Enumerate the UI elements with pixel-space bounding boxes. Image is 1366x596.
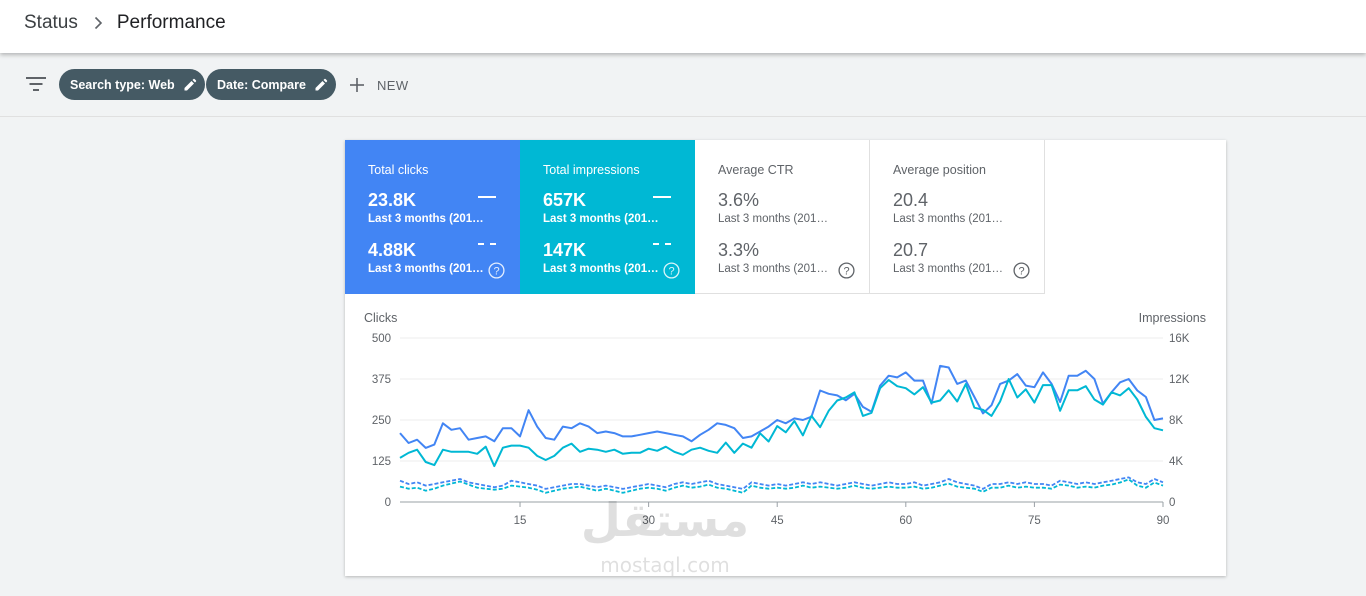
metric-tile-total-impressions[interactable]: Total impressions 657K Last 3 months (20… [520,140,695,294]
x-tick-label: 75 [1028,515,1041,527]
pencil-icon [315,78,328,90]
x-tick-label: 45 [771,515,784,527]
solid-line-legend-icon [653,196,671,198]
watermark-arabic: مستقل [581,493,749,547]
performance-chart[interactable]: 500 16K 375 12K 250 8K 125 4K 0 0 15 30 45 60 75 90 Cli… [345,294,1226,576]
y-left-tick-label: 375 [372,374,391,386]
metric-label: Average CTR [718,163,794,177]
date-chip-label: Date: Compare [217,77,306,92]
filter-list-icon[interactable] [26,75,46,93]
right-axis-title: Impressions [1139,311,1206,325]
search-type-chip-label: Search type: Web [70,77,175,92]
left-axis-title: Clicks [364,311,397,325]
metric-value-previous: 147K [543,240,587,260]
metric-period-previous: Last 3 months (201… [718,263,828,275]
metric-tile-average-ctr[interactable]: Average CTR 3.6% Last 3 months (201… 3.3… [695,140,870,294]
filter-bar: Search type: Web Date: Compare NEW [0,53,1366,117]
metric-period-current: Last 3 months (201… [893,213,1003,225]
metric-label: Average position [893,163,986,177]
chevron-right-icon [94,16,103,30]
breadcrumb: Status Performance [24,11,226,35]
chart-ticks: 500 16K 375 12K 250 8K 125 4K 0 0 15 30 45 60 75 90 [372,333,1190,527]
metric-period-previous: Last 3 months (201… [368,263,484,275]
metric-period-current: Last 3 months (201… [368,213,484,225]
chart-series [399,364,1164,494]
performance-card: Total clicks 23.8K Last 3 months (201… 4… [345,140,1226,576]
svg-text:?: ? [843,265,849,277]
y-left-tick-label: 500 [372,333,391,345]
dashed-line-legend-icon [653,243,671,245]
dashed-line-legend-icon [478,243,496,245]
metric-value-previous: 3.3% [718,240,760,260]
search-type-filter-chip[interactable]: Search type: Web [59,69,205,100]
pencil-icon [184,78,196,90]
x-tick-label: 60 [899,515,912,527]
svg-text:?: ? [1018,265,1024,277]
metric-value-current: 3.6% [718,190,760,210]
metric-period-current: Last 3 months (201… [543,213,659,225]
metric-label: Total clicks [368,163,429,177]
y-right-tick-label: 12K [1169,374,1190,386]
y-right-tick-label: 16K [1169,333,1190,345]
metric-value-current: 23.8K [368,190,417,210]
solid-line-legend-icon [478,196,496,198]
breadcrumb-status-link[interactable]: Status [24,12,78,33]
y-right-tick-label: 0 [1169,497,1175,509]
y-right-tick-label: 8K [1169,415,1183,427]
mostaql-watermark: مستقل mostaql.com [581,493,749,576]
x-tick-label: 30 [642,515,655,527]
svg-text:?: ? [493,265,499,277]
series-line-left-dashed [399,476,1164,490]
metric-period-previous: Last 3 months (201… [543,263,659,275]
svg-text:?: ? [668,265,674,277]
x-tick-label: 15 [514,515,527,527]
y-right-tick-label: 4K [1169,456,1183,468]
series-line-left-solid [399,364,1164,449]
metric-label: Total impressions [543,163,640,177]
metric-tile-total-clicks[interactable]: Total clicks 23.8K Last 3 months (201… 4… [345,140,520,294]
help-icon[interactable]: ? [1013,262,1030,279]
new-filter-label: NEW [377,77,409,93]
y-left-tick-label: 0 [385,497,391,509]
metric-period-current: Last 3 months (201… [718,213,828,225]
help-icon[interactable]: ? [838,262,855,279]
metric-value-previous: 4.88K [368,240,417,260]
series-line-right-dashed [399,478,1164,494]
plus-icon [350,78,364,92]
series-line-right-solid [399,378,1164,468]
new-filter-button[interactable]: NEW [347,73,409,97]
help-icon[interactable]: ? [488,262,505,279]
watermark-latin: mostaql.com [600,553,730,576]
metric-period-previous: Last 3 months (201… [893,263,1003,275]
date-filter-chip[interactable]: Date: Compare [206,69,336,100]
y-left-tick-label: 125 [372,456,391,468]
top-bar: Status Performance [0,0,1366,53]
metric-tile-average-position[interactable]: Average position 20.4 Last 3 months (201… [870,140,1045,294]
y-left-tick-label: 250 [372,415,391,427]
help-icon[interactable]: ? [663,262,680,279]
chart-grid [400,337,1163,503]
metric-value-previous: 20.7 [893,240,929,260]
metric-value-current: 20.4 [893,190,929,210]
x-tick-label: 90 [1157,515,1170,527]
page-title: Performance [116,12,226,33]
metric-value-current: 657K [543,190,587,210]
